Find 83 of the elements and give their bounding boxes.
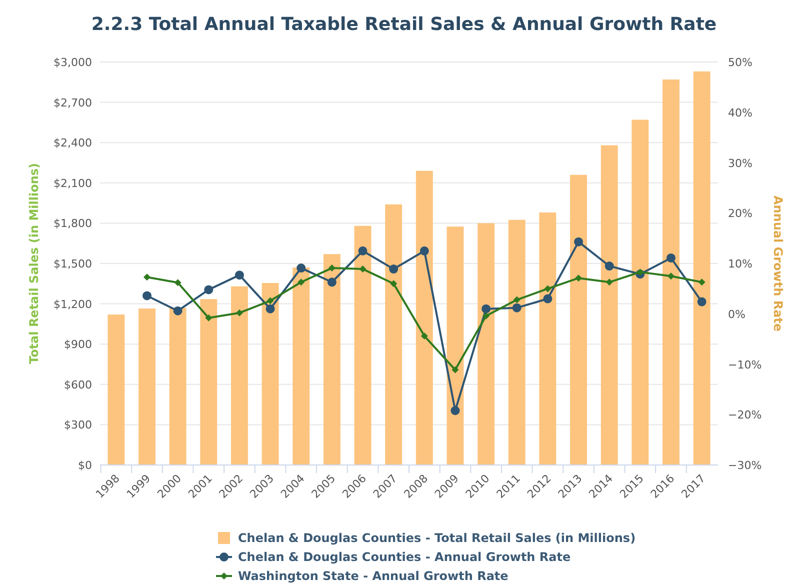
point (512, 303, 522, 312)
bar (108, 314, 125, 465)
bar (231, 286, 248, 465)
bar (662, 79, 680, 465)
point (328, 264, 336, 272)
y2-tick-label: 10% (728, 258, 752, 270)
bar (200, 299, 218, 465)
point (174, 279, 182, 286)
y-tick-label: $1,200 (54, 298, 92, 311)
point (389, 264, 398, 274)
point (420, 332, 428, 340)
bar (508, 220, 526, 465)
point (697, 297, 706, 306)
point (543, 294, 552, 304)
point (482, 304, 491, 314)
point (575, 274, 582, 282)
point (205, 314, 212, 322)
y-axis-title: Total Retail Sales (in Millions) (27, 162, 41, 364)
bar (169, 308, 186, 465)
point (604, 262, 614, 271)
y-tick-label: $2,700 (54, 96, 92, 110)
bar (693, 71, 710, 465)
point (482, 312, 490, 320)
point (544, 285, 552, 292)
point (450, 406, 460, 416)
point (296, 264, 306, 273)
bar (539, 212, 556, 465)
point (173, 306, 182, 316)
y2-tick-label: −30% (728, 459, 762, 472)
point (666, 253, 676, 262)
point (420, 246, 429, 256)
bar (632, 120, 649, 465)
point (266, 304, 275, 314)
y-tick-label: $1,500 (54, 258, 92, 270)
bar (292, 268, 310, 465)
bar (600, 145, 618, 465)
bar (478, 223, 495, 465)
legend-label: Washington State - Annual Growth Rate (238, 569, 508, 583)
bar (262, 282, 279, 465)
y2-tick-label: −10% (728, 358, 762, 372)
y2-tick-label: −20% (728, 408, 762, 422)
bar (416, 170, 433, 465)
point (358, 246, 368, 256)
y2-tick-label: 20% (728, 207, 752, 220)
y-tick-label: $0 (78, 459, 92, 472)
y2-tick-label: 30% (728, 156, 752, 170)
point (636, 268, 644, 276)
legend-label: Chelan & Douglas Counties - Annual Growth Rate (238, 550, 571, 564)
y-tick-label: $3,000 (54, 56, 92, 69)
point (574, 237, 584, 246)
y-tick-label: $2,100 (54, 176, 92, 190)
bar (323, 254, 340, 465)
y2-tick-label: 40% (728, 106, 752, 120)
y-tick-label: $300 (64, 418, 92, 432)
y2-tick-label: 50% (728, 56, 752, 69)
point (513, 296, 520, 304)
bar (354, 226, 372, 465)
point (236, 309, 243, 316)
bar (570, 174, 588, 465)
bar (446, 226, 464, 465)
point (142, 291, 152, 300)
y2-tick-label: 0% (728, 308, 746, 321)
point (452, 366, 459, 374)
point (667, 272, 674, 280)
point (698, 278, 706, 286)
point (266, 297, 274, 304)
y-tick-label: $600 (64, 378, 92, 392)
chart-title: 2.2.3 Total Annual Taxable Retail Sales & Annual Growth Rate (91, 14, 717, 35)
y2-axis-title: Annual Growth Rate (771, 195, 785, 332)
point (298, 278, 305, 286)
legend-label: Chelan & Douglas Counties - Total Retail Sales (in Millions) (238, 531, 636, 545)
point (204, 285, 214, 294)
bar (385, 204, 402, 465)
point (606, 278, 613, 286)
y-tick-label: $2,400 (54, 136, 92, 150)
point (234, 270, 244, 280)
point (359, 266, 366, 273)
y-tick-label: $1,800 (54, 217, 92, 230)
y-tick-label: $900 (64, 338, 92, 352)
point (390, 280, 398, 288)
point (144, 274, 151, 281)
bar (138, 308, 156, 465)
point (327, 278, 336, 287)
